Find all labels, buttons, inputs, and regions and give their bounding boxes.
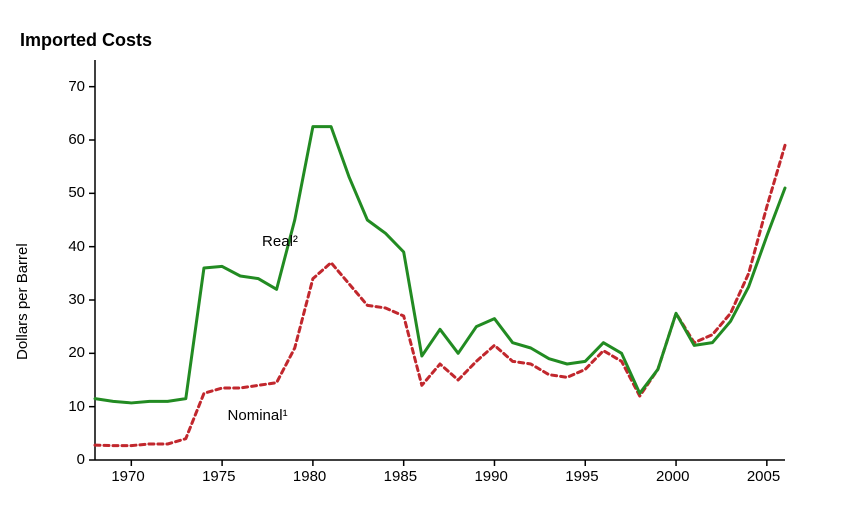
x-tick-label: 1985	[384, 468, 417, 485]
y-tick-label: 0	[77, 451, 85, 468]
chart-plot	[0, 0, 858, 516]
chart-container: Imported Costs Dollars per Barrel Real² …	[0, 0, 858, 516]
y-tick-label: 20	[68, 344, 85, 361]
x-tick-label: 2005	[747, 468, 780, 485]
y-tick-label: 70	[68, 78, 85, 95]
x-tick-label: 1980	[293, 468, 326, 485]
series-label-real: Real²	[262, 233, 298, 250]
y-tick-label: 60	[68, 131, 85, 148]
y-tick-label: 50	[68, 184, 85, 201]
series-label-nominal: Nominal¹	[228, 407, 288, 424]
x-tick-label: 1975	[202, 468, 235, 485]
x-tick-label: 2000	[656, 468, 689, 485]
x-tick-label: 1970	[111, 468, 144, 485]
y-tick-label: 40	[68, 238, 85, 255]
x-tick-label: 1990	[474, 468, 507, 485]
y-tick-label: 30	[68, 291, 85, 308]
y-tick-label: 10	[68, 398, 85, 415]
x-tick-label: 1995	[565, 468, 598, 485]
